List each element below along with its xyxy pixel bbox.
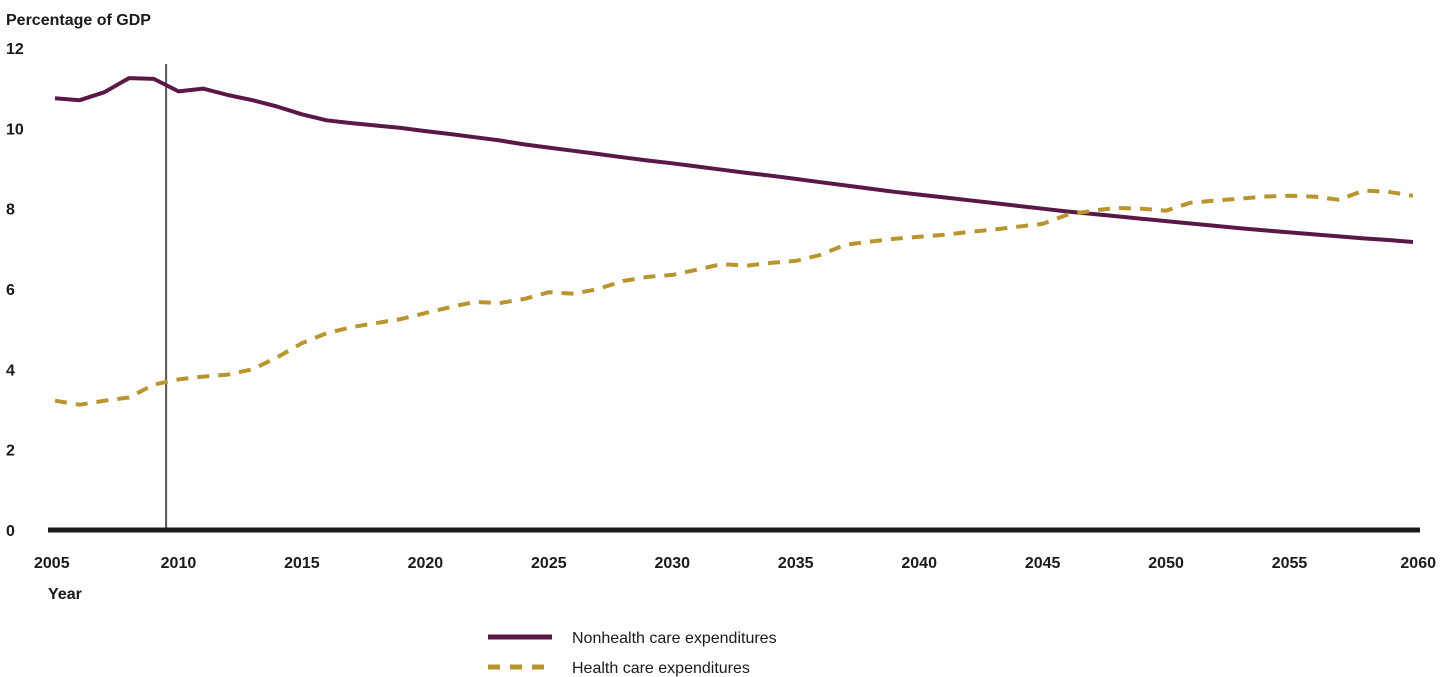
y-tick-label: 12: [6, 41, 24, 58]
series-lines: [54, 76, 1414, 407]
x-tick-label: 2060: [1400, 555, 1436, 572]
x-tick-label: 2020: [408, 555, 444, 572]
y-tick-label: 8: [6, 202, 15, 219]
y-tick-label: 4: [6, 362, 15, 379]
series-line-nonhealth: [54, 76, 1414, 244]
x-tick-label: 2005: [34, 555, 70, 572]
y-tick-label: 0: [6, 523, 15, 540]
x-tick-label: 2015: [284, 555, 320, 572]
legend-label-nonhealth: Nonhealth care expenditures: [572, 630, 777, 647]
x-tick-label: 2025: [531, 555, 567, 572]
x-tick-labels: 2005 2010 2015 2020 2025 2030 2035 2040 2045 2050…: [34, 555, 1436, 572]
x-axis-title: Year: [48, 586, 82, 603]
y-tick-label: 2: [6, 443, 15, 460]
y-tick-label: 10: [6, 121, 24, 138]
x-tick-label: 2055: [1272, 555, 1308, 572]
y-tick-labels: 0 2 4 6 8 10 12: [6, 41, 24, 540]
x-tick-label: 2035: [778, 555, 814, 572]
y-axis-title: Percentage of GDP: [6, 12, 151, 29]
x-tick-label: 2010: [161, 555, 197, 572]
x-tick-label: 2045: [1025, 555, 1061, 572]
x-tick-label: 2050: [1148, 555, 1184, 572]
y-tick-label: 6: [6, 282, 15, 299]
legend: Nonhealth care expenditures Health care …: [488, 630, 777, 677]
x-tick-label: 2030: [654, 555, 690, 572]
x-tick-label: 2040: [901, 555, 937, 572]
series-line-health: [54, 188, 1414, 407]
legend-label-health: Health care expenditures: [572, 660, 750, 677]
